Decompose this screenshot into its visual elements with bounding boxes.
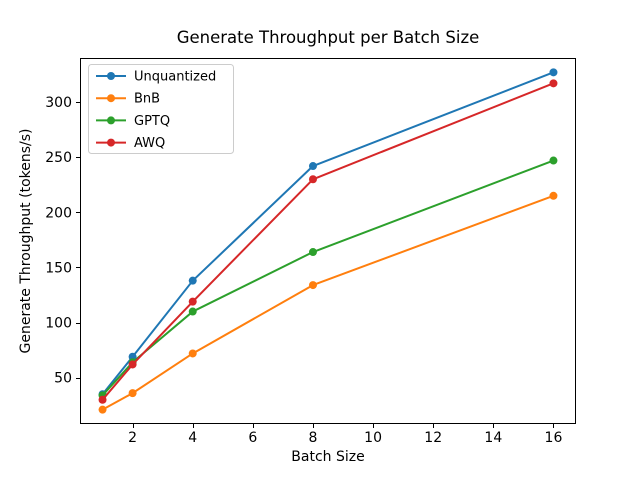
series-line-gptq — [101, 159, 554, 397]
x-tick-label: 16 — [545, 430, 563, 446]
series-point-unquantized — [188, 276, 197, 285]
legend-item-unquantized: Unquantized — [96, 70, 216, 85]
series-point-bnb — [188, 349, 197, 358]
series-point-bnb — [308, 281, 317, 290]
series-point-awq — [98, 395, 107, 404]
legend-item-bnb: BnB — [96, 92, 160, 107]
axes-border — [80, 58, 576, 424]
legend-label: Unquantized — [134, 70, 216, 85]
chart-title: Generate Throughput per Batch Size — [176, 28, 480, 47]
x-tick-label: 8 — [309, 430, 318, 446]
series-point-awq — [128, 360, 137, 369]
legend-label: BnB — [134, 92, 160, 107]
y-axis-label-text: Generate Throughput (tokens/s) — [18, 128, 34, 354]
legend-box — [88, 64, 234, 154]
y-tick-label: 50 — [54, 371, 72, 387]
x-tick-label: 6 — [248, 430, 257, 446]
series-point-awq — [308, 175, 317, 184]
y-tick-label: 250 — [45, 150, 72, 166]
legend-label: AWQ — [134, 136, 165, 151]
series-line-bnb — [102, 194, 554, 411]
x-tick-label: 14 — [484, 430, 502, 446]
y-tick-label: 300 — [45, 95, 72, 111]
series-point-awq — [549, 79, 558, 88]
x-tick-label: 4 — [188, 430, 197, 446]
legend-marker — [107, 72, 115, 80]
legend-marker — [107, 94, 115, 103]
x-tick-label: 10 — [364, 430, 382, 446]
series-point-unquantized — [549, 68, 558, 77]
series-point-unquantized — [128, 352, 137, 361]
series-point-awq — [188, 297, 197, 306]
legend-marker — [107, 138, 115, 147]
series-point-bnb — [549, 191, 558, 200]
series-point-bnb — [128, 389, 137, 398]
x-tick-label: 2 — [128, 430, 137, 446]
y-tick-label: 150 — [45, 260, 72, 276]
series-point-gptq — [308, 248, 317, 257]
series-point-gptq — [549, 156, 558, 165]
legend-label: GPTQ — [134, 114, 170, 129]
y-tick-label: 200 — [45, 205, 72, 221]
series-point-bnb — [98, 405, 107, 414]
series-point-gptq — [188, 307, 197, 316]
legend-marker — [107, 116, 115, 125]
series-point-unquantized — [308, 162, 317, 171]
legend-item-gptq: GPTQ — [96, 114, 170, 129]
x-tick-label: 12 — [424, 430, 442, 446]
legend-item-awq: AWQ — [96, 136, 165, 151]
x-axis-label: Batch Size — [291, 449, 365, 465]
y-tick-label: 100 — [45, 316, 72, 332]
